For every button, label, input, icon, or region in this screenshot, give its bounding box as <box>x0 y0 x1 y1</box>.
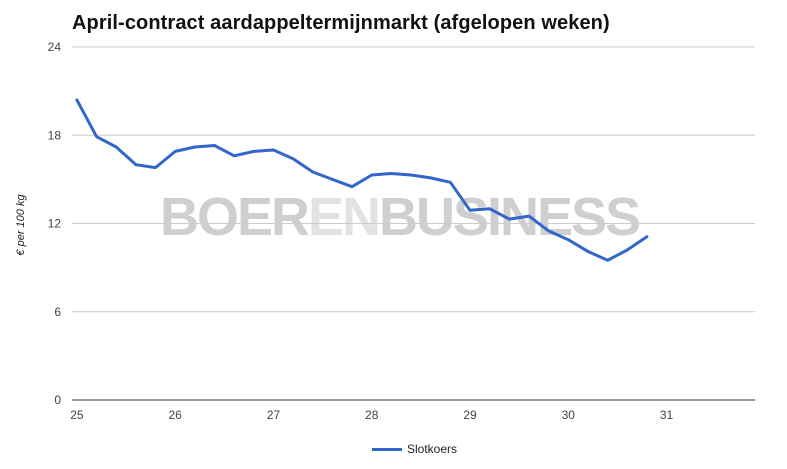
y-tick-label: 6 <box>54 305 61 319</box>
series-line-slotkoers <box>75 98 649 262</box>
x-tick-label: 30 <box>562 408 576 422</box>
x-tick-label: 26 <box>169 408 183 422</box>
legend: Slotkoers <box>372 442 457 456</box>
y-tick-label: 18 <box>48 128 62 142</box>
chart-title: April-contract aardappeltermijnmarkt (af… <box>72 12 610 34</box>
x-tick-label: 28 <box>365 408 379 422</box>
x-tick-label: 25 <box>70 408 84 422</box>
x-tick-label: 27 <box>267 408 281 422</box>
legend-swatch <box>372 447 402 451</box>
y-tick-label: 12 <box>48 217 62 231</box>
y-tick-label: 0 <box>54 393 61 407</box>
x-tick-label: 29 <box>463 408 477 422</box>
watermark-logo: BOERENBUSINESS <box>160 187 641 247</box>
legend-label: Slotkoers <box>407 442 458 456</box>
y-tick-label: 24 <box>48 40 62 54</box>
x-tick-label: 31 <box>660 408 674 422</box>
